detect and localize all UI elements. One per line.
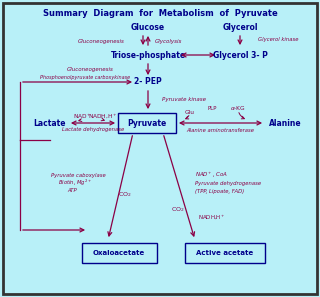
Text: PLP: PLP: [207, 105, 217, 110]
Text: Pyruvate dehydrogenase: Pyruvate dehydrogenase: [195, 181, 261, 186]
Text: Glycerol kinase: Glycerol kinase: [258, 37, 299, 42]
Text: NADH,H$^+$: NADH,H$^+$: [198, 214, 226, 222]
Text: Alanine: Alanine: [269, 119, 301, 127]
Text: NAD$^+$, CoA: NAD$^+$, CoA: [195, 170, 228, 180]
FancyBboxPatch shape: [118, 113, 176, 133]
Text: CO$_2$: CO$_2$: [171, 206, 185, 214]
Text: (TPP, Lipoate, FAD): (TPP, Lipoate, FAD): [195, 189, 244, 194]
Text: Biotin, Mg$^{2+}$: Biotin, Mg$^{2+}$: [58, 178, 92, 188]
Text: CO$_2$: CO$_2$: [118, 191, 132, 200]
Text: Glu: Glu: [185, 110, 195, 115]
Text: Lactate dehydrogenase: Lactate dehydrogenase: [62, 127, 124, 132]
FancyBboxPatch shape: [82, 243, 157, 263]
Text: Pyruvate caboxylase: Pyruvate caboxylase: [51, 173, 105, 178]
Text: Glycerol 3- P: Glycerol 3- P: [212, 50, 268, 59]
Text: Glucose: Glucose: [131, 23, 165, 31]
Text: NAD$^+$: NAD$^+$: [73, 113, 92, 121]
Text: Oxaloacetate: Oxaloacetate: [93, 250, 145, 256]
Text: $\alpha$-KG: $\alpha$-KG: [230, 104, 246, 112]
Text: Triose-phosphate: Triose-phosphate: [110, 50, 186, 59]
Text: 2- PEP: 2- PEP: [134, 78, 162, 86]
FancyBboxPatch shape: [185, 243, 265, 263]
Text: Summary  Diagram  for  Metabolism  of  Pyruvate: Summary Diagram for Metabolism of Pyruva…: [43, 10, 277, 18]
Text: ATP: ATP: [67, 189, 77, 194]
Text: Active acetate: Active acetate: [196, 250, 254, 256]
Text: Phosphoenolpyruvate carboxykinase: Phosphoenolpyruvate carboxykinase: [40, 75, 130, 80]
Text: Glycolysis: Glycolysis: [155, 40, 182, 45]
Text: Gluconeogenesis: Gluconeogenesis: [67, 67, 113, 72]
Text: Pyruvate: Pyruvate: [127, 119, 167, 127]
Text: Lactate: Lactate: [34, 119, 66, 127]
Text: NADH,H$^+$: NADH,H$^+$: [88, 113, 118, 121]
Text: Pyruvate kinase: Pyruvate kinase: [162, 97, 206, 102]
Text: Gluconeogenesis: Gluconeogenesis: [78, 40, 125, 45]
Text: Glycerol: Glycerol: [222, 23, 258, 31]
Text: Alanine aminotransferase: Alanine aminotransferase: [186, 129, 254, 133]
